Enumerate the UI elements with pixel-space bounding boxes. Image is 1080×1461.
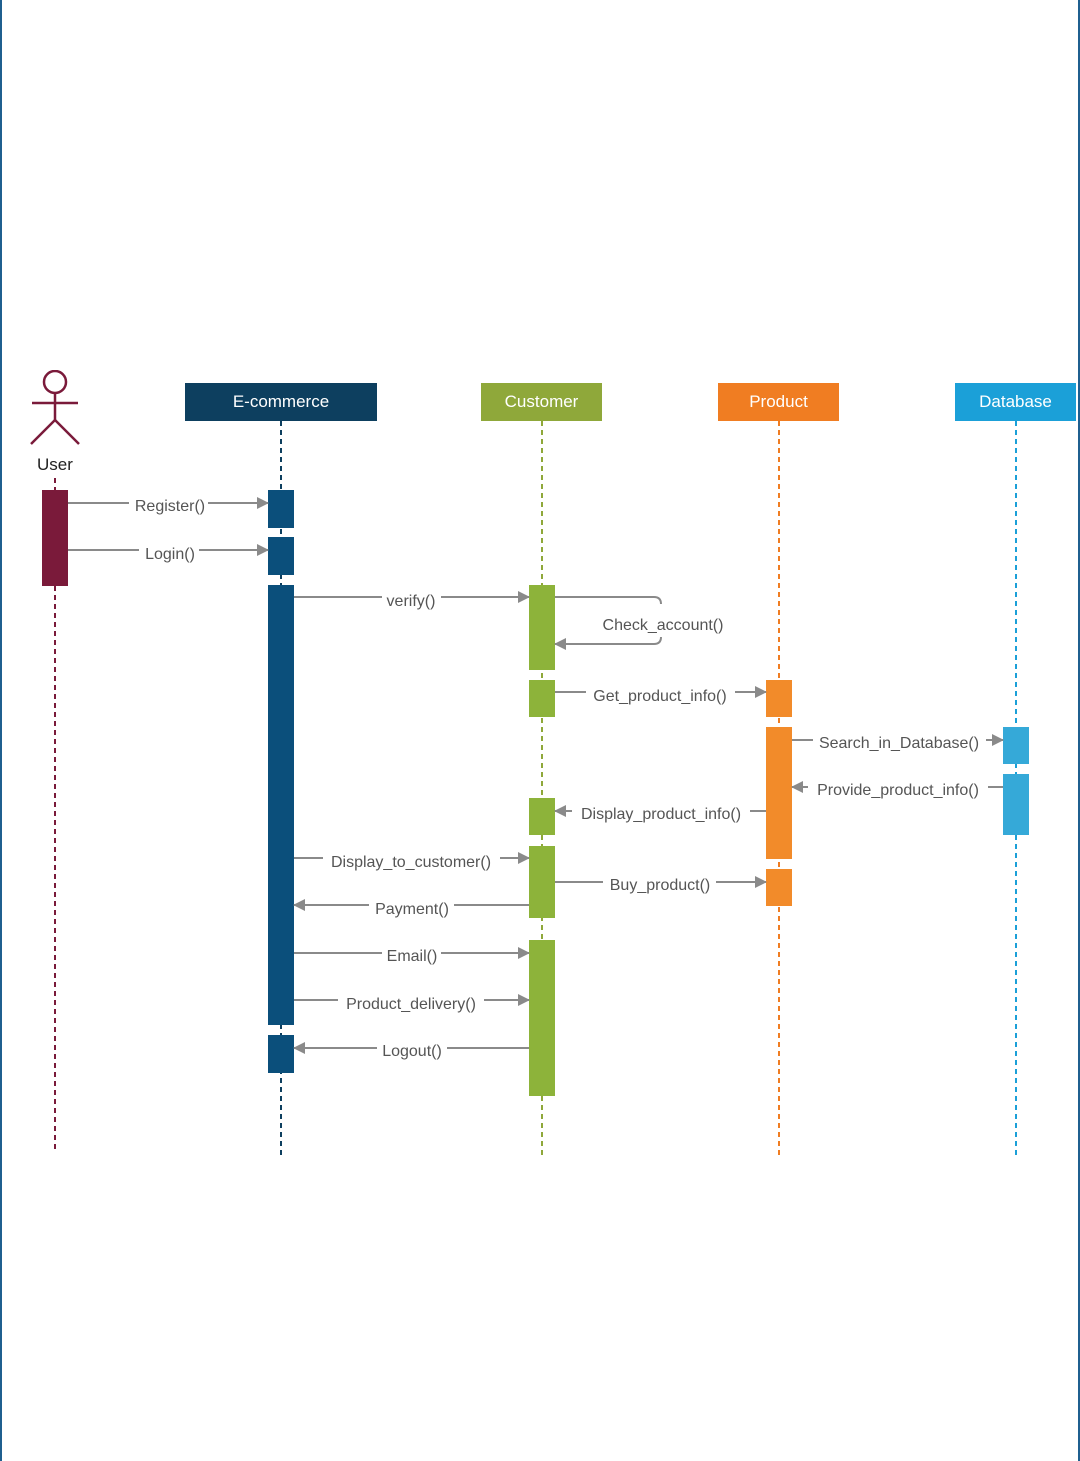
- participant-header-database: Database: [955, 383, 1076, 421]
- actor-label: User: [37, 455, 73, 474]
- message-get-product-info: Get_product_info(): [555, 686, 767, 705]
- activation-database: [1003, 774, 1029, 835]
- activation-product: [766, 680, 792, 717]
- activation-customer: [529, 585, 555, 670]
- message-register: Register(): [68, 497, 269, 515]
- activation-ecommerce: [268, 490, 294, 528]
- message-label: Buy_product(): [610, 877, 711, 894]
- message-login: Login(): [68, 544, 269, 563]
- activation-customer: [529, 680, 555, 717]
- message-label: Payment(): [375, 901, 449, 918]
- activation-product: [766, 869, 792, 906]
- message-label: Display_product_info(): [581, 806, 741, 823]
- activation-ecommerce: [268, 1035, 294, 1073]
- message-email: Email(): [294, 947, 530, 965]
- message-display-to-customer: Display_to_customer(): [294, 852, 530, 871]
- participant-header-product: Product: [718, 383, 839, 421]
- message-label: Search_in_Database(): [819, 735, 979, 752]
- message-logout: Logout(): [293, 1042, 529, 1060]
- activation-customer: [529, 798, 555, 835]
- message-label: Get_product_info(): [593, 688, 726, 705]
- message-payment: Payment(): [293, 899, 529, 918]
- participant-header-ecommerce: E-commerce: [185, 383, 377, 421]
- activation-database: [1003, 727, 1029, 764]
- activation-customer: [529, 846, 555, 918]
- message-label: Product_delivery(): [346, 996, 476, 1013]
- message-product-delivery: Product_delivery(): [294, 994, 530, 1013]
- actor-stick-figure-icon: [30, 370, 80, 445]
- participant-label-customer: Customer: [504, 392, 579, 411]
- message-label: verify(): [387, 593, 436, 610]
- activation-customer: [529, 940, 555, 1096]
- message-verify: verify(): [294, 591, 530, 610]
- activation-user: [42, 490, 68, 586]
- message-label: Register(): [135, 498, 205, 515]
- message-provide-product-info: Provide_product_info(): [791, 781, 1003, 799]
- message-buy-product: Buy_product(): [555, 876, 767, 894]
- message-display-product-info: Display_product_info(): [554, 805, 766, 823]
- message-check-account: Check_account(): [554, 596, 724, 650]
- message-label: Display_to_customer(): [331, 854, 491, 871]
- message-label: Check_account(): [603, 617, 724, 634]
- participant-header-customer: Customer: [481, 383, 602, 421]
- participant-label-ecommerce: E-commerce: [232, 392, 330, 411]
- activation-ecommerce: [268, 537, 294, 575]
- message-label: Email(): [387, 948, 438, 965]
- activation-product: [766, 727, 792, 859]
- participant-label-product: Product: [749, 392, 808, 411]
- message-label: Logout(): [382, 1043, 442, 1060]
- participant-label-database: Database: [979, 392, 1052, 411]
- message-label: Provide_product_info(): [817, 782, 979, 799]
- message-label: Login(): [145, 546, 195, 563]
- message-search-in-database: Search_in_Database(): [792, 734, 1004, 752]
- activation-ecommerce: [268, 585, 294, 1025]
